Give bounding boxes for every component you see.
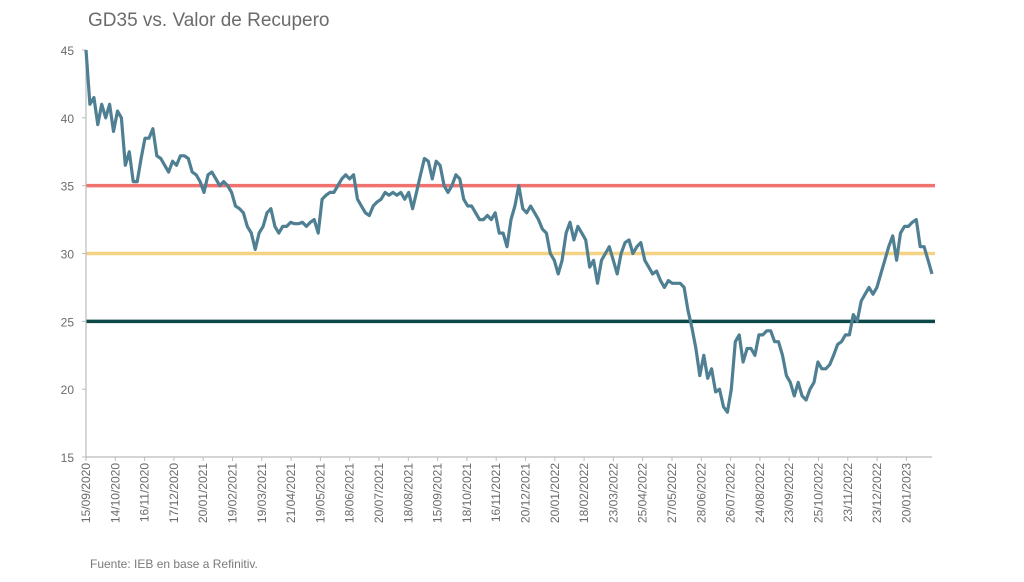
x-tick-label: 23/12/2022	[870, 463, 884, 523]
series-line-gd35	[84, 49, 934, 414]
x-tick-label: 27/05/2022	[665, 463, 679, 523]
x-tick-label: 19/03/2021	[255, 463, 269, 523]
x-tick-label: 16/11/2021	[489, 463, 503, 522]
x-tick-label: 23/09/2022	[782, 463, 796, 523]
source-note: Fuente: IEB en base a Refinitiv.	[90, 557, 258, 571]
x-tick-label: 20/07/2021	[372, 463, 386, 523]
x-tick-label: 16/11/2020	[138, 463, 152, 522]
x-tick-label: 25/04/2022	[636, 463, 650, 523]
x-tick-label: 15/09/2021	[431, 463, 445, 523]
y-tick-label: 30	[61, 248, 75, 262]
x-tick-label: 23/11/2022	[841, 463, 855, 522]
x-tick-label: 23/03/2022	[606, 463, 620, 523]
x-tick-label: 18/08/2021	[401, 463, 415, 523]
x-tick-label: 25/10/2022	[812, 463, 826, 523]
x-tick-label: 15/09/2020	[79, 463, 93, 523]
x-tick-label: 18/10/2021	[460, 463, 474, 523]
y-tick-label: 25	[61, 315, 75, 329]
x-tick-label: 20/01/2021	[196, 463, 210, 523]
x-tick-label: 28/06/2022	[694, 463, 708, 523]
chart-title: GD35 vs. Valor de Recupero	[88, 10, 330, 31]
y-tick-label: 15	[61, 451, 75, 465]
x-tick-label: 19/02/2021	[226, 463, 240, 523]
y-tick-label: 35	[61, 180, 75, 194]
x-tick-label: 19/05/2021	[313, 463, 327, 523]
x-tick-label: 18/06/2021	[343, 463, 357, 523]
x-tick-label: 20/12/2021	[519, 463, 533, 523]
y-tick-label: 45	[61, 44, 75, 58]
x-tick-label: 14/10/2020	[108, 463, 122, 523]
x-tick-label: 17/12/2020	[167, 463, 181, 523]
y-tick-label: 20	[61, 383, 75, 397]
x-tick-label: 26/07/2022	[724, 463, 738, 523]
x-tick-label: 21/04/2021	[284, 463, 298, 523]
x-tick-label: 24/08/2022	[753, 463, 767, 523]
y-tick-label: 40	[61, 112, 75, 126]
x-tick-label: 18/02/2022	[577, 463, 591, 523]
x-tick-label: 20/01/2023	[899, 463, 913, 523]
x-tick-label: 20/01/2022	[548, 463, 562, 523]
